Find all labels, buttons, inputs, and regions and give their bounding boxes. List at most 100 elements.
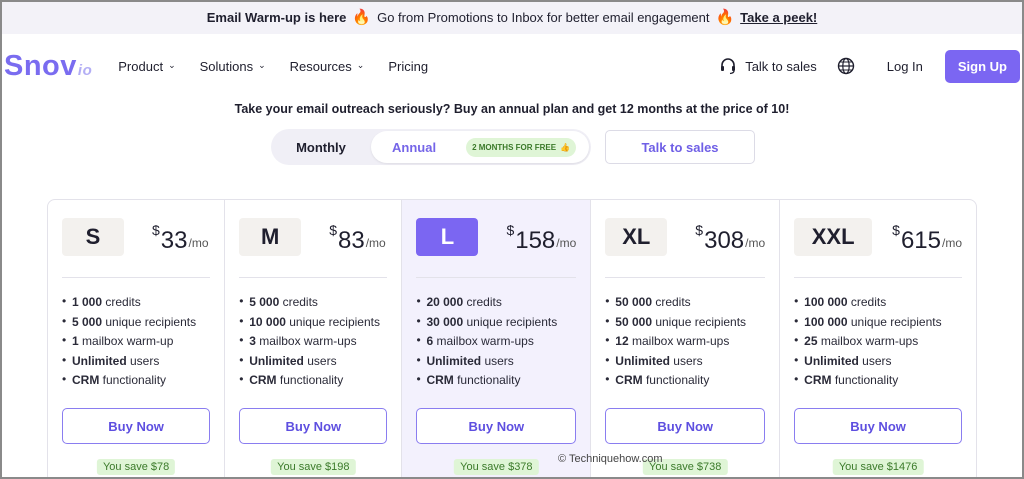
buy-now-button[interactable]: Buy Now: [416, 408, 577, 444]
feature-item: Unlimited users: [605, 353, 765, 368]
feature-item: 5 000 credits: [239, 294, 387, 309]
nav-right: Talk to sales Log In Sign Up: [719, 34, 1020, 98]
plan-features: 5 000 credits 10 000 unique recipients 3…: [239, 294, 387, 387]
feature-item: 100 000 credits: [794, 294, 962, 309]
signup-button[interactable]: Sign Up: [944, 49, 1020, 83]
plan-xl: XL $ 308 /mo 50 000 credits 50 000 uniqu…: [591, 200, 781, 479]
feature-item: CRM functionality: [239, 372, 387, 387]
plan-header: S $ 33 /mo: [62, 218, 211, 278]
free-months-badge-text: 2 MONTHS FOR FREE: [472, 142, 557, 152]
buy-now-button[interactable]: Buy Now: [62, 408, 211, 444]
main-nav: Snov io Product ⌄ Solutions ⌄ Resources ⌄…: [0, 34, 1024, 98]
feature-item: CRM functionality: [416, 372, 576, 387]
nav-pricing[interactable]: Pricing: [388, 59, 428, 74]
billing-toggle: Monthly Annual 2 MONTHS FOR FREE 👍: [271, 129, 591, 165]
monthly-option[interactable]: Monthly: [296, 139, 346, 155]
feature-item: 50 000 unique recipients: [605, 314, 765, 329]
feature-item: CRM functionality: [62, 372, 210, 387]
plan-m: M $ 83 /mo 5 000 credits 10 000 unique r…: [225, 200, 403, 479]
plan-features: 20 000 credits 30 000 unique recipients …: [416, 294, 576, 387]
fire-icon: 🔥: [715, 9, 735, 26]
feature-item: 30 000 unique recipients: [416, 314, 576, 329]
price-currency: $: [152, 222, 160, 238]
nav-solutions-label: Solutions: [199, 58, 254, 74]
savings-badge: You save $78: [96, 459, 176, 475]
price-period: /mo: [188, 236, 209, 250]
nav-resources[interactable]: Resources ⌄: [290, 59, 365, 74]
chevron-down-icon: ⌄: [356, 59, 365, 70]
price-period: /mo: [556, 236, 577, 250]
fire-icon: 🔥: [352, 9, 372, 26]
thumbs-up-icon: 👍: [560, 142, 571, 152]
annual-label: Annual: [392, 139, 437, 155]
feature-item: CRM functionality: [605, 372, 765, 387]
plan-features: 1 000 credits 5 000 unique recipients 1 …: [62, 294, 210, 387]
plan-s: S $ 33 /mo 1 000 credits 5 000 unique re…: [48, 200, 226, 479]
feature-item: 25 mailbox warm-ups: [794, 333, 962, 348]
billing-toggle-row: Monthly Annual 2 MONTHS FOR FREE 👍 Talk …: [0, 129, 1024, 165]
price-amount: 158: [515, 227, 556, 254]
price-period: /mo: [365, 236, 386, 250]
feature-item: 5 000 unique recipients: [62, 314, 210, 329]
plan-header: XL $ 308 /mo: [605, 218, 766, 278]
buy-now-button[interactable]: Buy Now: [605, 408, 766, 444]
announcement-bar: Email Warm-up is here 🔥 Go from Promotio…: [0, 0, 1024, 34]
nav-solutions[interactable]: Solutions ⌄: [200, 59, 266, 74]
buy-now-button[interactable]: Buy Now: [794, 408, 963, 444]
annual-option[interactable]: Annual 2 MONTHS FOR FREE 👍: [371, 131, 589, 163]
feature-item: Unlimited users: [62, 353, 210, 368]
feature-item: 50 000 credits: [605, 294, 765, 309]
login-link[interactable]: Log In: [886, 58, 923, 74]
headset-icon: [721, 58, 736, 75]
feature-item: Unlimited users: [239, 353, 387, 368]
take-a-peek-link[interactable]: Take a peek!: [740, 9, 818, 25]
talk-to-sales-button[interactable]: Talk to sales: [605, 130, 755, 164]
price-currency: $: [892, 222, 900, 238]
plan-header: L $ 158 /mo: [416, 218, 577, 278]
nav-resources-label: Resources: [289, 58, 352, 74]
price-amount: 615: [900, 227, 941, 254]
pricing-plans: S $ 33 /mo 1 000 credits 5 000 unique re…: [47, 199, 977, 479]
plan-tier-badge: XL: [605, 218, 668, 256]
chevron-down-icon: ⌄: [258, 59, 266, 70]
watermark: © Techniquehow.com: [558, 453, 663, 465]
plan-tier-badge: XXL: [794, 218, 873, 256]
price-currency: $: [329, 222, 338, 238]
price-amount: 83: [338, 227, 365, 254]
price-currency: $: [506, 222, 515, 238]
plan-price: $ 83 /mo: [329, 222, 386, 255]
feature-item: 20 000 credits: [416, 294, 576, 309]
feature-item: 100 000 unique recipients: [794, 314, 962, 329]
free-months-badge: 2 MONTHS FOR FREE 👍: [466, 137, 577, 157]
feature-item: 10 000 unique recipients: [239, 314, 387, 329]
plan-price: $ 158 /mo: [506, 222, 576, 255]
talk-to-sales-link[interactable]: Talk to sales: [719, 57, 817, 75]
feature-item: 12 mailbox warm-ups: [605, 333, 765, 348]
plan-features: 50 000 credits 50 000 unique recipients …: [605, 294, 765, 387]
talk-to-sales-label: Talk to sales: [745, 58, 817, 74]
feature-item: 3 mailbox warm-ups: [239, 333, 387, 348]
savings-badge: You save $378: [454, 459, 539, 475]
nav-pricing-label: Pricing: [388, 58, 429, 74]
announcement-message: Go from Promotions to Inbox for better e…: [377, 9, 710, 25]
feature-item: 6 mailbox warm-ups: [416, 333, 576, 348]
plan-tier-badge: L: [416, 218, 479, 256]
price-amount: 308: [704, 227, 745, 254]
feature-item: 1 000 credits: [62, 294, 210, 309]
feature-item: Unlimited users: [794, 353, 962, 368]
chevron-down-icon: ⌄: [168, 59, 176, 70]
plan-tier-badge: S: [62, 218, 124, 256]
price-period: /mo: [745, 236, 766, 250]
price-period: /mo: [942, 236, 963, 250]
price-currency: $: [695, 222, 704, 238]
nav-product[interactable]: Product ⌄: [118, 59, 175, 74]
announcement-title: Email Warm-up is here: [206, 9, 347, 25]
feature-item: CRM functionality: [794, 372, 962, 387]
plan-header: M $ 83 /mo: [239, 218, 388, 278]
nav-product-label: Product: [118, 58, 164, 74]
logo-text: Snov: [4, 49, 77, 82]
logo-suffix: io: [77, 61, 93, 79]
snov-logo[interactable]: Snov io: [4, 50, 92, 83]
buy-now-button[interactable]: Buy Now: [239, 408, 388, 444]
globe-icon[interactable]: [837, 57, 855, 75]
